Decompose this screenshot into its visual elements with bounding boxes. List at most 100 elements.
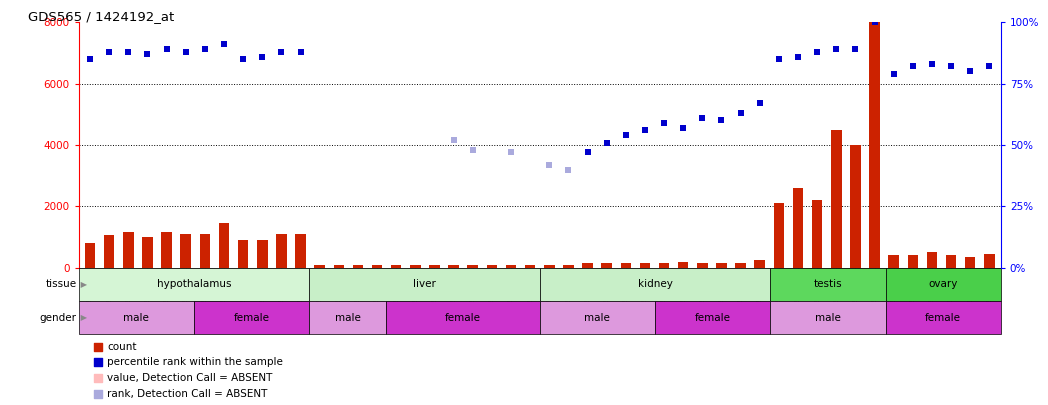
Point [89,359,106,366]
Bar [620,263,631,268]
Text: testis: testis [813,279,843,289]
Text: hypothalamus: hypothalamus [156,279,232,289]
Point [503,149,520,156]
Text: male: male [124,313,149,322]
Bar [309,268,540,301]
Bar [79,301,194,334]
Bar [372,265,383,268]
Bar [391,265,401,268]
Point [962,68,979,75]
Point [254,53,270,60]
Bar [180,234,191,268]
Point [675,125,692,131]
Point [598,139,615,146]
Bar [886,301,1001,334]
Bar [486,265,497,268]
Bar [770,301,886,334]
Point [847,46,864,53]
Text: male: male [585,313,610,322]
Bar [602,263,612,268]
Text: count: count [107,342,137,352]
Text: female: female [234,313,269,322]
Bar [143,237,153,268]
Bar [277,234,287,268]
Bar [161,232,172,268]
Point [904,63,921,70]
Text: male: male [815,313,840,322]
Bar [869,22,880,268]
Point [101,49,117,55]
Point [943,63,960,70]
Bar [659,263,670,268]
Text: male: male [334,313,361,322]
Point [274,49,290,55]
Point [464,147,481,153]
Bar [908,256,918,268]
Text: gender: gender [40,313,77,322]
Point [89,390,106,397]
Point [713,117,729,124]
Bar [506,265,517,268]
Bar [199,234,211,268]
Bar [353,265,364,268]
Point [694,115,711,121]
Point [923,61,940,67]
Bar [850,145,860,268]
Bar [965,257,976,268]
Bar [104,235,114,268]
Bar [525,265,536,268]
Point [636,127,653,134]
Text: ovary: ovary [929,279,958,289]
Text: liver: liver [413,279,436,289]
Point [751,100,768,107]
Point [617,132,634,139]
Bar [296,234,306,268]
Bar [219,223,230,268]
Point [177,49,194,55]
Bar [467,265,478,268]
Bar [540,268,770,301]
Point [867,19,883,26]
Bar [812,200,823,268]
Bar [697,263,707,268]
Bar [430,265,440,268]
Point [139,51,156,58]
Point [119,49,136,55]
Bar [309,301,386,334]
Bar [889,256,899,268]
Bar [716,263,726,268]
Bar [314,265,325,268]
Point [886,70,902,77]
Bar [755,260,765,268]
Bar [655,301,770,334]
Bar [123,232,133,268]
Point [809,49,826,55]
Point [580,149,596,156]
Text: value, Detection Call = ABSENT: value, Detection Call = ABSENT [107,373,272,383]
Bar [563,265,573,268]
Bar [333,264,344,268]
Text: percentile rank within the sample: percentile rank within the sample [107,358,283,367]
Point [656,119,673,126]
Point [981,63,998,70]
Point [445,137,462,143]
Point [770,56,787,62]
Point [828,46,845,53]
Bar [85,243,95,268]
Bar [639,263,650,268]
Bar [678,262,689,268]
Point [89,375,106,382]
Point [82,56,99,62]
Bar [926,252,937,268]
Point [235,56,252,62]
Bar [946,256,957,268]
Bar [886,268,1001,301]
Bar [773,203,784,268]
Point [789,53,806,60]
Text: tissue: tissue [45,279,77,289]
Point [541,161,558,168]
Bar [540,301,655,334]
Point [733,110,749,116]
Text: GDS565 / 1424192_at: GDS565 / 1424192_at [27,10,174,23]
Text: kidney: kidney [637,279,673,289]
